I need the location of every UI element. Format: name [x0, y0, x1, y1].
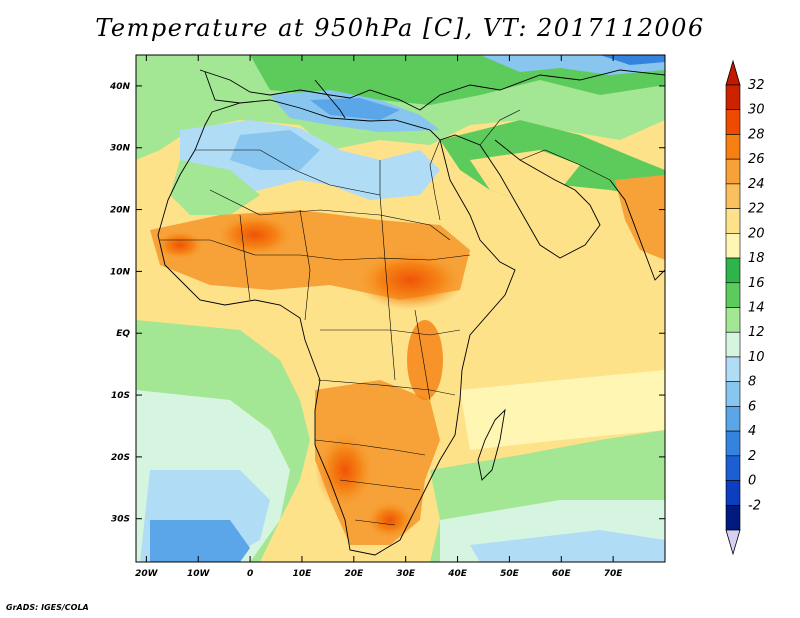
lat-tick-label: 30S [111, 515, 130, 525]
field-indian-ocean-blue [470, 530, 665, 562]
colorbar-swatch [725, 282, 741, 308]
plot-frame [135, 54, 666, 563]
lon-tick-label: 10E [293, 569, 313, 579]
colorbar-swatch [725, 307, 741, 333]
arabia-coastline [439, 134, 601, 259]
lon-tick-label: 20E [344, 569, 364, 579]
lon-tick-label: 40E [447, 569, 468, 579]
iberia-coastline [204, 71, 241, 104]
field-central-asia-blue [600, 55, 665, 65]
colorbar-max-arrow [725, 59, 741, 86]
colorbar-swatch [725, 233, 741, 259]
lat-tick-label: EQ [116, 329, 130, 339]
colorbar-swatch [725, 406, 741, 432]
field-med-sea-deep [310, 98, 400, 120]
lat-tick-label: 20S [111, 453, 130, 463]
lon-tick-label: 20W [135, 569, 159, 579]
colorbar-label: 24 [748, 177, 765, 192]
colorbar-label: 26 [748, 152, 765, 167]
lon-tick-label: 60E [552, 569, 572, 579]
colorbar-swatch [725, 257, 741, 284]
lon-tick-label: 0 [247, 569, 253, 579]
field-hotspot-south-africa [365, 500, 415, 540]
colorbar-swatch [725, 183, 741, 209]
colorbar-label: 2 [748, 449, 756, 464]
india-coastline [609, 179, 665, 281]
colorbar-label: 16 [748, 276, 765, 291]
lat-tick-label: 10S [111, 391, 130, 401]
colorbar-swatch [725, 480, 741, 506]
colorbar-swatch [725, 504, 741, 531]
colorbar-label: 6 [748, 399, 756, 414]
italy-coastline [314, 79, 346, 119]
colorbar-swatch [725, 381, 741, 407]
coastlines [157, 69, 665, 556]
map-title: Temperature at 950hPa [C], VT: 201711200… [95, 14, 705, 42]
lat-tick-label: 40N [109, 82, 131, 92]
colorbar-label: 28 [748, 127, 765, 142]
field-arabia-warm [470, 150, 580, 200]
footer-credit: GrADS: IGES/COLA [6, 603, 89, 612]
colorbar-label: 14 [748, 301, 765, 316]
colorbar-label: 30 [748, 103, 765, 118]
colorbar-swatch [725, 109, 741, 135]
colorbar-label: 0 [748, 474, 756, 489]
africa-coastline [157, 99, 516, 556]
lon-tick-label: 70E [604, 569, 624, 579]
lon-tick-label: 30E [396, 569, 416, 579]
colorbar-label: 10 [748, 350, 765, 365]
colorbar-label: 32 [748, 78, 765, 93]
lat-tick-label: 20N [110, 206, 131, 216]
colorbar-label: 8 [748, 375, 756, 390]
lat-tick-label: 30N [110, 144, 131, 154]
colorbar-swatch [725, 356, 741, 382]
colorbar-label: 20 [748, 226, 765, 241]
field-hotspot-east-africa [407, 320, 443, 400]
colorbar-swatch [725, 158, 741, 185]
lon-tick-label: 10W [187, 569, 211, 579]
field-hotspot-mali [215, 213, 295, 257]
colorbar-label: -2 [748, 498, 761, 513]
colorbar-swatch [725, 331, 741, 358]
field-hotspot-sudan [355, 250, 465, 310]
colorbar-min-arrow [725, 529, 741, 556]
lat-tick-label: 10N [110, 267, 131, 277]
colorbar-swatch [725, 134, 741, 160]
colorbar-label: 18 [748, 251, 765, 266]
colorbar-label: 4 [748, 424, 756, 439]
lon-tick-label: 50E [500, 569, 520, 579]
field-india-hot [615, 175, 665, 260]
colorbar-swatch [725, 455, 741, 481]
field-hotspot-namibia [315, 430, 375, 510]
colorbar-label: 12 [748, 325, 765, 340]
field-hotspot-senegal [155, 230, 205, 260]
colorbar-swatch [725, 430, 741, 457]
colorbar-swatch [725, 208, 741, 234]
madagascar-coastline [477, 408, 506, 481]
latitude-axis: 40N 30N 20N 10N EQ 10S 20S 30S [109, 82, 665, 525]
colorbar-label: 22 [748, 202, 765, 217]
field-atlas-cold [230, 130, 320, 170]
longitude-axis: 20W 10W 0 10E 20E 30E 40E 50E 60E 70E [135, 55, 623, 579]
field-indian-ocean-pale [460, 370, 665, 450]
country-borders [160, 109, 611, 526]
colorbar-swatch [725, 84, 741, 111]
field-south-atlantic-deep [150, 520, 250, 562]
temperature-field [136, 55, 665, 562]
field-west-sahara-green [170, 160, 260, 215]
europe-coastline [199, 69, 665, 111]
